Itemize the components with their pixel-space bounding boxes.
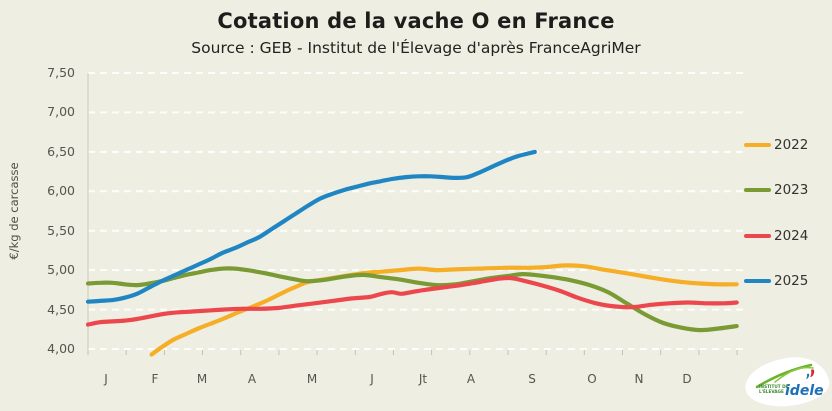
x-month-label: D (682, 372, 692, 386)
x-month-label: S (528, 372, 536, 386)
legend-label-2025: 2025 (774, 273, 809, 289)
idele-leaf-swoosh-1 (755, 363, 813, 389)
x-month-label: J (104, 372, 108, 386)
y-tick-label: 7,50 (47, 65, 75, 80)
x-month-label: J (370, 372, 374, 386)
x-month-label: A (247, 372, 257, 386)
legend-item-2023: 2023 (744, 180, 808, 200)
series-line-2022 (149, 263, 739, 357)
legend-swatch-2023 (744, 187, 771, 193)
y-tick-label: 5,50 (47, 222, 75, 238)
legend-label-2023: 2023 (774, 182, 809, 198)
idele-institute-text-1: INSTITUT DE (759, 384, 789, 389)
chart-subtitle: Source : GEB - Institut de l'Élevage d'a… (191, 39, 641, 57)
legend-swatch-2025 (744, 278, 771, 284)
y-tick-label: 4,00 (47, 341, 75, 356)
y-tick-label: 6,00 (47, 183, 75, 199)
legend-item-2022: 2022 (744, 135, 808, 155)
idele-brand-text: idele (785, 383, 824, 399)
legend-label-2022: 2022 (774, 137, 809, 153)
x-month-label: M (306, 372, 318, 386)
legend-swatch-2024 (744, 233, 771, 239)
y-axis-title: €/kg de carcasse (7, 162, 21, 260)
x-month-label: N (634, 372, 644, 386)
idele-red-accent (810, 369, 815, 377)
data-series (86, 149, 739, 357)
x-month-label: M (196, 372, 208, 386)
legend-item-2025: 2025 (744, 271, 808, 291)
chart-title: Cotation de la vache O en France (217, 9, 615, 33)
x-month-label: Jt (418, 372, 428, 386)
legend-swatch-2022 (744, 142, 771, 148)
y-tick-label: 5,00 (47, 262, 75, 278)
y-tick-label: 6,50 (47, 143, 75, 159)
chart-legend: 2022 2023 2024 2025 (744, 0, 832, 320)
x-month-label: A (466, 372, 476, 386)
series-line-2024 (86, 275, 739, 327)
y-tick-label: 7,00 (47, 104, 75, 120)
idele-leaf-swoosh-2 (774, 366, 814, 383)
y-tick-label: 4,50 (47, 301, 75, 317)
legend-item-2024: 2024 (744, 226, 808, 246)
idele-logo: INSTITUT DE L'ÉLEVAGE idele (742, 353, 832, 411)
series-line-2025 (86, 149, 537, 304)
idele-blue-accent (806, 373, 810, 379)
x-month-label: O (587, 372, 597, 386)
idele-institute-text-2: L'ÉLEVAGE (759, 389, 784, 394)
idele-logo-art: INSTITUT DE L'ÉLEVAGE idele (755, 363, 824, 399)
x-month-label: F (151, 372, 159, 386)
legend-label-2024: 2024 (774, 228, 809, 244)
axes (87, 73, 738, 355)
